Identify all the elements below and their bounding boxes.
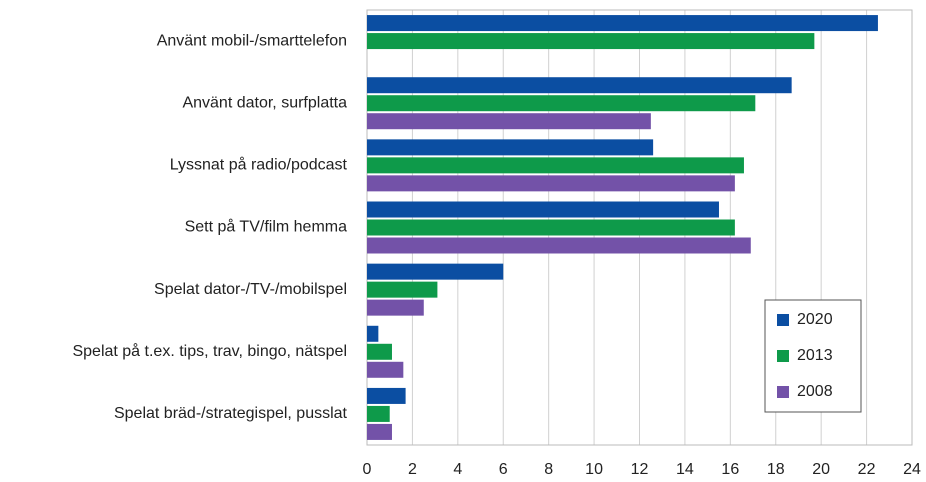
x-tick-label: 10 [585,461,603,478]
y-tick-label: Använt dator, surfplatta [182,94,347,111]
legend-label: 2013 [797,347,833,364]
x-tick-label: 2 [408,461,417,478]
legend-swatch [777,386,789,398]
bar [367,77,792,94]
bar [367,157,744,174]
x-tick-label: 6 [499,461,508,478]
bar [367,299,424,316]
x-tick-label: 0 [363,461,372,478]
bar [367,95,756,112]
bar [367,201,719,218]
x-tick-label: 20 [812,461,830,478]
x-tick-label: 12 [631,461,649,478]
y-tick-label: Sett på TV/film hemma [185,218,348,236]
bar [367,281,438,298]
bar [367,113,651,130]
bar [367,15,878,32]
bar [367,139,654,156]
bar [367,361,404,378]
bar [367,263,504,280]
bar [367,423,392,440]
x-tick-label: 4 [453,461,462,478]
x-tick-label: 8 [544,461,553,478]
legend-label: 2020 [797,311,833,328]
x-tick-label: 18 [767,461,785,478]
bar [367,237,751,254]
legend-swatch [777,314,789,326]
y-tick-label: Använt mobil-/smarttelefon [157,32,347,49]
x-tick-label: 22 [858,461,876,478]
x-tick-label: 14 [676,461,694,478]
y-tick-label: Spelat bräd-/strategispel, pusslat [114,405,348,422]
x-tick-label: 16 [721,461,739,478]
bar [367,343,392,360]
legend-label: 2008 [797,383,833,400]
bar [367,175,735,192]
y-tick-label: Spelat dator-/TV-/mobilspel [154,281,347,298]
legend-swatch [777,350,789,362]
bar [367,219,735,236]
bar [367,405,390,422]
bar [367,33,815,50]
bar [367,387,406,404]
bar [367,325,379,342]
y-tick-label: Spelat på t.ex. tips, trav, bingo, nätsp… [72,342,347,360]
x-tick-label: 24 [903,461,921,478]
y-tick-label: Lyssnat på radio/podcast [170,156,348,174]
